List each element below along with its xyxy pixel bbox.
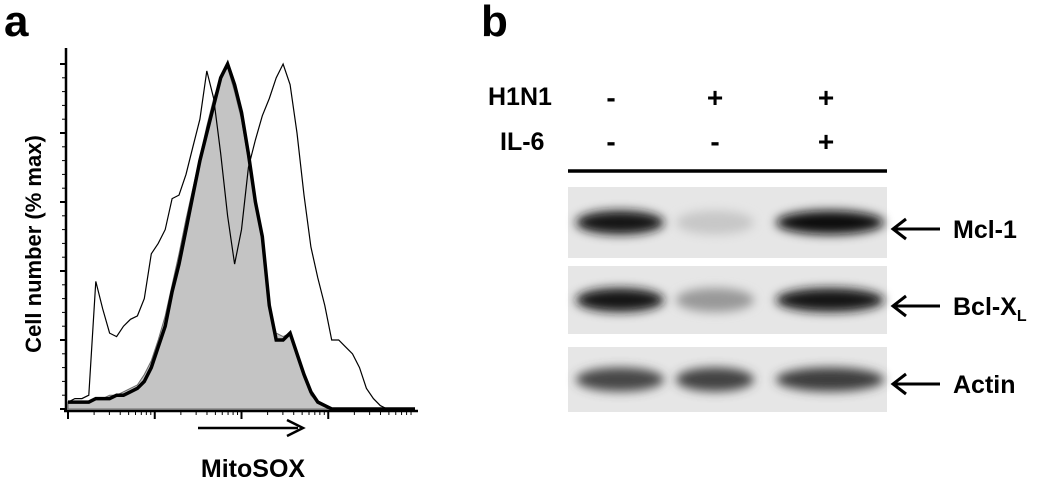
panel-b-letter: b [481,0,508,46]
histogram-series [67,59,415,411]
mitosox-arrow-icon [198,418,306,438]
histogram-thick-series [68,59,415,411]
arrow-actin-icon [890,372,940,396]
sign-il6-lane3: + [817,126,835,157]
histogram-thin-series [67,62,415,410]
bclxl-subscript: L [1016,308,1027,325]
blot-band [576,210,664,235]
blot-band [676,210,754,235]
condition-label-il6: IL-6 [500,128,545,156]
blot-label-actin: Actin [953,371,1016,399]
blot-band [676,367,754,392]
blot-band [776,367,884,392]
blot-band [776,210,884,235]
blot-band [576,288,664,312]
panel-a-letter: a [4,0,29,46]
x-axis-label: MitoSOX [200,455,306,483]
axis-ticks [60,63,412,419]
blot-band [576,367,664,392]
western-blots [568,187,887,412]
condition-label-h1n1: H1N1 [488,83,552,111]
sign-h1n1-lane1: - [606,82,616,113]
blot-band [776,288,884,312]
sign-il6-lane1: - [606,126,616,157]
sign-h1n1-lane2: + [706,82,724,113]
blot-label-mcl1: Mcl-1 [953,216,1017,244]
arrow-mcl1-icon [890,217,940,241]
sign-h1n1-lane3: + [817,82,835,113]
blot-band [676,288,754,312]
blot-label-bclxl: Bcl-XL [953,293,1027,325]
arrow-bclxl-icon [890,294,940,318]
sign-il6-lane2: - [710,126,720,157]
